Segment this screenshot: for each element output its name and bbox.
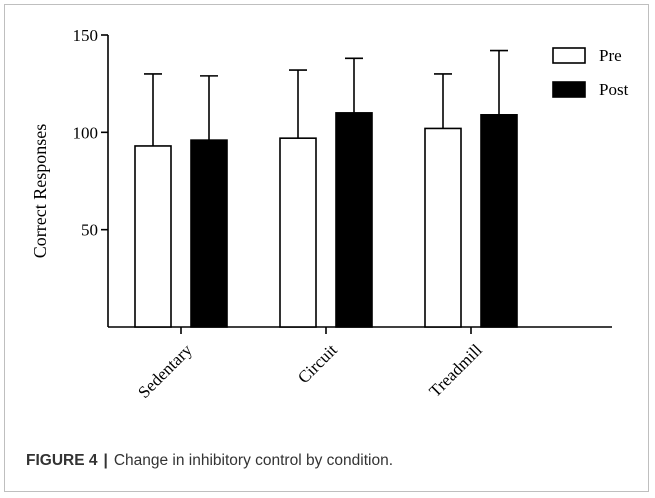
figure-caption: FIGURE 4 | Change in inhibitory control by… bbox=[26, 452, 393, 470]
caption-separator: | bbox=[103, 452, 108, 469]
bar-chart: 50 100 150 Correct Responses Sedentary Circui… bbox=[30, 26, 629, 402]
legend-label-post: Post bbox=[599, 80, 629, 99]
legend-swatch-pre bbox=[552, 47, 586, 64]
x-tick-label: Sedentary bbox=[134, 340, 196, 402]
x-tick-label: Treadmill bbox=[425, 340, 486, 401]
figure-frame bbox=[4, 4, 649, 492]
caption-text: Change in inhibitory control by conditio… bbox=[113, 452, 393, 469]
bar-post-circuit bbox=[335, 112, 373, 328]
bar-post-treadmill bbox=[480, 114, 518, 328]
y-axis-label: Correct Responses bbox=[30, 124, 50, 258]
bar-pre-circuit bbox=[279, 137, 317, 328]
y-tick-label: 50 bbox=[81, 221, 98, 240]
legend-label-pre: Pre bbox=[599, 46, 622, 65]
y-tick-label: 150 bbox=[73, 26, 99, 45]
x-tick-label: Circuit bbox=[294, 340, 341, 387]
y-tick-label: 100 bbox=[73, 123, 99, 142]
legend-swatch-post bbox=[552, 81, 586, 98]
bar-post-sedentary bbox=[190, 139, 228, 328]
bar-pre-treadmill bbox=[424, 127, 462, 328]
figure-label: FIGURE 4 bbox=[26, 452, 98, 469]
bar-pre-sedentary bbox=[134, 145, 172, 328]
